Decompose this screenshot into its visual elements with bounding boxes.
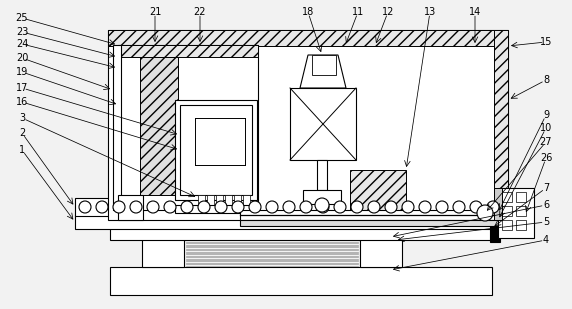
Circle shape [368,201,380,213]
Circle shape [477,205,493,221]
Text: 1: 1 [19,145,25,155]
Circle shape [470,201,482,213]
Bar [498,188,534,238]
Circle shape [113,201,125,213]
Text: 10: 10 [540,123,552,133]
Circle shape [334,201,346,213]
Circle shape [232,201,244,213]
Bar [516,192,526,202]
Circle shape [130,201,142,213]
Text: 17: 17 [16,83,28,93]
Text: 22: 22 [194,7,206,17]
Bar [317,160,327,190]
Circle shape [351,201,363,213]
Bar [110,228,492,240]
Bar [240,210,500,220]
Bar [180,105,252,195]
Circle shape [385,201,397,213]
Circle shape [181,201,193,213]
Text: 13: 13 [424,7,436,17]
Text: 8: 8 [543,75,549,85]
Bar [175,205,257,213]
Circle shape [315,198,329,212]
Text: 19: 19 [16,67,28,77]
Bar [303,190,341,204]
Circle shape [164,201,176,213]
Text: 26: 26 [540,153,552,163]
Bar [312,55,336,75]
Circle shape [487,201,499,213]
Text: 20: 20 [16,53,28,63]
Bar [140,57,178,195]
Bar [216,195,223,205]
Bar [516,220,526,230]
Bar [118,45,258,210]
Bar [198,195,205,205]
Text: 2: 2 [19,128,25,138]
Bar [494,188,502,220]
Bar [75,215,515,229]
Text: 15: 15 [540,37,552,47]
Bar [118,45,258,57]
Text: 7: 7 [543,183,549,193]
Text: 21: 21 [149,7,161,17]
Bar [502,192,512,202]
Text: 25: 25 [16,13,28,23]
Bar [243,195,250,205]
Circle shape [402,201,414,213]
Bar [240,220,500,226]
Bar [350,170,406,225]
Circle shape [96,201,108,213]
Circle shape [147,201,159,213]
Circle shape [249,201,261,213]
Bar [108,30,508,46]
Text: 18: 18 [302,7,314,17]
Circle shape [266,201,278,213]
Circle shape [215,201,227,213]
Circle shape [419,201,431,213]
Text: 3: 3 [19,113,25,123]
Bar [142,237,184,267]
Bar [113,45,121,210]
Text: 14: 14 [469,7,481,17]
Bar [175,100,257,200]
Text: 11: 11 [352,7,364,17]
Circle shape [300,201,312,213]
Bar [290,88,356,160]
Text: 24: 24 [16,39,28,49]
Bar [110,267,492,295]
Text: 5: 5 [543,217,549,227]
Circle shape [436,201,448,213]
Text: 4: 4 [543,235,549,245]
Text: 9: 9 [543,110,549,120]
Bar [75,198,515,216]
Bar [360,237,402,267]
Circle shape [283,201,295,213]
Text: 27: 27 [540,137,552,147]
Bar [516,206,526,216]
Bar [502,220,512,230]
Text: 6: 6 [543,200,549,210]
Bar [494,30,508,220]
Bar [502,206,512,216]
Bar [118,195,143,220]
Text: 23: 23 [16,27,28,37]
Text: 12: 12 [382,7,394,17]
Bar [490,215,500,242]
Bar [234,195,241,205]
Polygon shape [300,55,346,88]
Bar [207,195,214,205]
Circle shape [453,201,465,213]
Circle shape [198,201,210,213]
Text: 16: 16 [16,97,28,107]
Bar [108,30,508,220]
Circle shape [79,201,91,213]
Circle shape [317,201,329,213]
Bar [225,195,232,205]
